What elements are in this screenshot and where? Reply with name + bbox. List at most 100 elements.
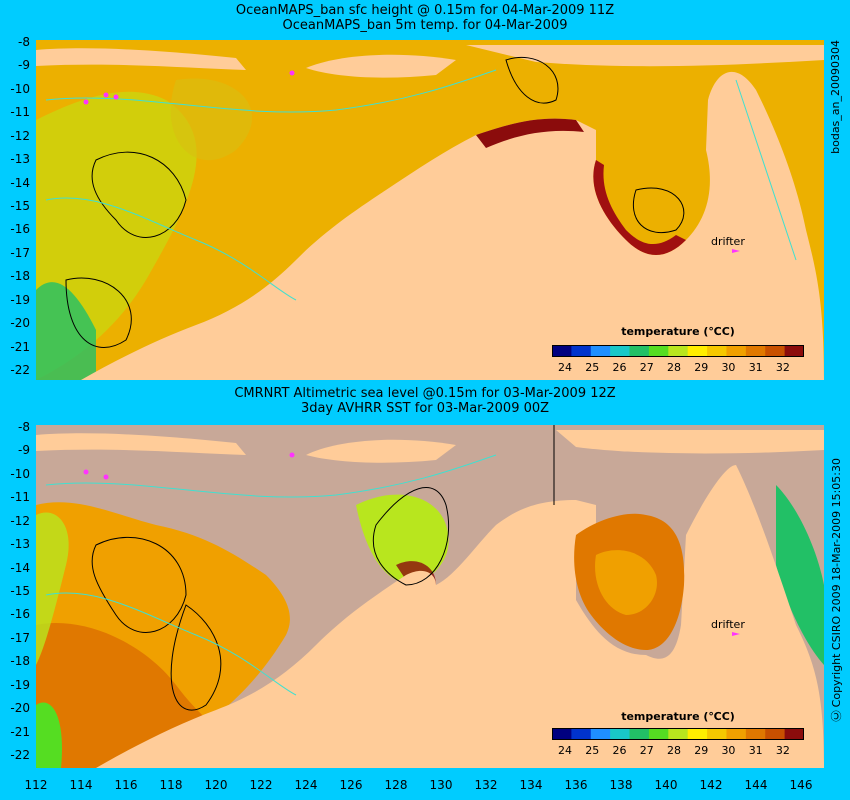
top-side-label: bodas_an_20090304 <box>829 40 842 154</box>
colorbar-segment <box>571 728 592 740</box>
y-axis-tick-label: -13 <box>10 537 30 552</box>
top-colorbar-title: temperature (℃C) <box>621 325 735 338</box>
colorbar-segment <box>687 728 708 740</box>
y-axis-tick-label: -21 <box>10 339 30 354</box>
y-axis-tick-label: -9 <box>18 443 30 458</box>
colorbar-tick-label: 25 <box>585 361 600 374</box>
y-axis-tick-label: -17 <box>10 245 30 260</box>
y-axis-tick-label: -10 <box>10 81 30 96</box>
y-axis-tick-label: -15 <box>10 199 30 213</box>
bottom-colorbar-ticks: 24 25 26 27 28 29 30 31 32 <box>552 744 804 758</box>
bottom-drifter-label: drifter <box>711 618 745 631</box>
colorbar-segment <box>590 728 611 740</box>
y-axis-tick-label: -12 <box>10 513 30 528</box>
colorbar-tick-label: 32 <box>775 744 790 757</box>
colorbar-frame <box>552 345 804 357</box>
bottom-map <box>36 425 824 768</box>
y-axis-tick-label: -18 <box>10 654 30 669</box>
colorbar-segment <box>668 345 689 357</box>
colorbar-tick-label: 28 <box>666 361 681 374</box>
colorbar-tick-label: 26 <box>612 361 627 374</box>
colorbar-tick-label: 25 <box>585 744 600 757</box>
y-axis-tick-label: -11 <box>10 490 30 505</box>
x-axis-tick-label: 144 <box>744 778 768 792</box>
colorbar-tick-label: 27 <box>639 744 654 757</box>
y-axis-tick-label: -20 <box>10 701 30 716</box>
top-title-line-2: OceanMAPS_ban 5m temp. for 04-Mar-2009 <box>282 18 568 33</box>
colorbar-tick-label: 30 <box>721 361 736 374</box>
y-axis-tick-label: -22 <box>10 363 30 377</box>
x-axis-tick-label: 138 <box>609 778 633 792</box>
x-axis-tick-label: 140 <box>654 778 678 792</box>
y-axis-tick-label: -16 <box>10 222 30 237</box>
top-colorbar-ticks: 24 25 26 27 28 29 30 31 32 <box>552 361 804 375</box>
colorbar-segment <box>552 345 572 357</box>
y-axis-tick-label: -11 <box>10 105 30 120</box>
bottom-side-label: Ⓒ Copyright CSIRO 2009 18-Mar-2009 15:05… <box>830 458 843 722</box>
colorbar-segment <box>590 345 611 357</box>
x-axis-tick-label: 118 <box>159 778 183 792</box>
y-axis-tick-label: -12 <box>10 128 30 143</box>
y-axis-tick-label: -16 <box>10 607 30 622</box>
y-axis-tick-label: -20 <box>10 316 30 331</box>
colorbar-segment <box>552 728 572 740</box>
colorbar-tick-label: 26 <box>612 744 627 757</box>
x-axis-tick-label: 128 <box>384 778 408 792</box>
x-axis-tick-label: 146 <box>789 778 813 792</box>
y-axis-tick-label: -8 <box>18 35 30 49</box>
top-title-line-1: OceanMAPS_ban sfc height @ 0.15m for 04-… <box>235 3 615 18</box>
x-axis-tick-label: 130 <box>429 778 453 792</box>
x-axis-tick-label: 136 <box>564 778 588 792</box>
y-axis-tick-label: -22 <box>10 748 30 762</box>
colorbar-segment <box>784 345 804 357</box>
x-axis-tick-label: 114 <box>69 778 93 792</box>
colorbar-segment <box>726 728 747 740</box>
colorbar-segment <box>784 728 804 740</box>
x-axis-tick-label: 122 <box>249 778 273 792</box>
x-axis-tick-label: 124 <box>294 778 318 792</box>
colorbar-segment <box>668 728 689 740</box>
y-axis-tick-label: -17 <box>10 630 30 645</box>
colorbar-segment <box>745 345 766 357</box>
y-axis-tick-label: -14 <box>10 175 30 190</box>
x-axis-tick-label: 132 <box>474 778 498 792</box>
x-axis-tick-label: 112 <box>24 778 48 792</box>
y-axis-tick-label: -14 <box>10 560 30 575</box>
colorbar-tick-label: 29 <box>694 361 709 374</box>
bottom-title-line-2: 3day AVHRR SST for 03-Mar-2009 00Z <box>300 401 550 416</box>
top-colorbar: temperature (℃C) 24 25 26 27 28 29 30 31 32 <box>552 325 804 375</box>
y-axis-tick-label: -21 <box>10 724 30 739</box>
y-axis-tick-label: -10 <box>10 466 30 481</box>
colorbar-frame <box>552 728 804 740</box>
colorbar-segment <box>707 728 727 740</box>
colorbar-segment <box>765 728 786 740</box>
top-drifter-label: drifter <box>711 235 745 248</box>
x-axis-tick-label: 142 <box>699 778 723 792</box>
colorbar-segment <box>745 728 766 740</box>
colorbar-segment <box>610 728 631 740</box>
colorbar-segment <box>629 728 650 740</box>
colorbar-tick-label: 29 <box>694 744 709 757</box>
top-colorbar-ramp <box>552 345 804 357</box>
colorbar-segment <box>610 345 631 357</box>
bottom-colorbar: temperature (℃C) 24 25 26 27 28 29 30 31 32 <box>552 710 804 760</box>
colorbar-segment <box>648 728 669 740</box>
colorbar-segment <box>571 345 592 357</box>
colorbar-tick-label: 28 <box>666 744 681 757</box>
y-axis-tick-label: -15 <box>10 584 30 598</box>
y-axis-tick-label: -19 <box>10 677 30 692</box>
top-map <box>36 40 824 380</box>
y-axis-tick-label: -8 <box>18 420 30 434</box>
y-axis-tick-label: -9 <box>18 58 30 73</box>
bottom-map-panel <box>36 425 824 768</box>
colorbar-tick-label: 27 <box>639 361 654 374</box>
bottom-title-line-1: CMRNRT Altimetric sea level @0.15m for 0… <box>234 386 616 401</box>
colorbar-segment <box>648 345 669 357</box>
y-axis-tick-label: -13 <box>10 152 30 167</box>
colorbar-tick-label: 24 <box>558 361 572 374</box>
colorbar-tick-label: 24 <box>558 744 572 757</box>
y-axis-tick-label: -18 <box>10 269 30 284</box>
colorbar-segment <box>765 345 786 357</box>
x-axis-tick-label: 134 <box>519 778 543 792</box>
colorbar-segment <box>629 345 650 357</box>
